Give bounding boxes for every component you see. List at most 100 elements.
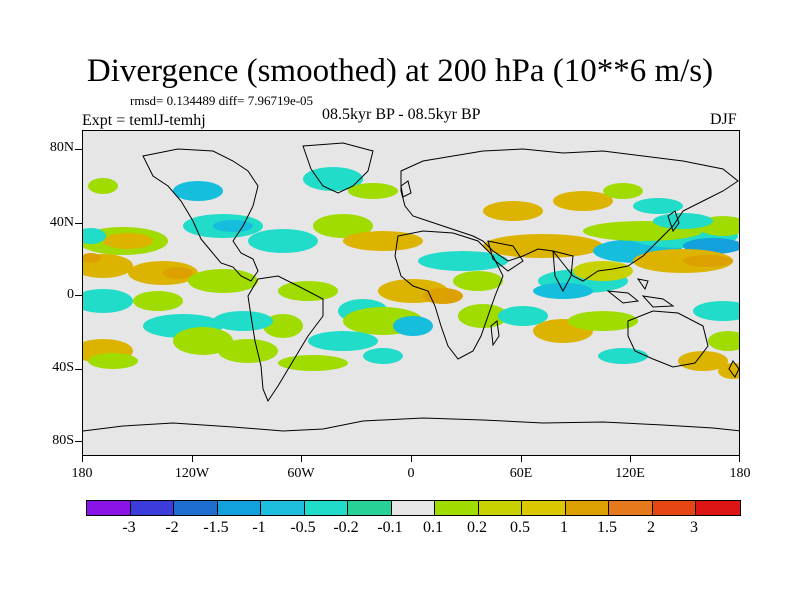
map-panel — [82, 130, 740, 456]
legend-label: -0.1 — [377, 519, 403, 536]
legend-label: 0.1 — [423, 519, 443, 536]
divergence-blob — [653, 213, 713, 229]
divergence-field — [83, 167, 739, 379]
x-tick — [192, 456, 193, 462]
y-tick — [75, 149, 82, 150]
divergence-blob — [418, 251, 508, 271]
x-tick — [411, 456, 412, 462]
legend-swatch — [261, 501, 305, 515]
legend-swatch — [522, 501, 566, 515]
divergence-blob — [308, 331, 378, 351]
legend-label: -0.2 — [333, 519, 359, 536]
divergence-blob — [348, 183, 398, 199]
x-label-180e: 180 — [729, 466, 751, 481]
y-tick — [75, 369, 82, 370]
legend-swatch — [565, 501, 609, 515]
y-tick — [75, 295, 82, 296]
color-legend-bar — [86, 500, 741, 516]
x-tick — [739, 456, 740, 462]
divergence-blob — [313, 214, 373, 238]
divergence-blob — [188, 269, 258, 293]
legend-swatch — [217, 501, 261, 515]
legend-swatch — [174, 501, 218, 515]
divergence-blob — [363, 348, 403, 364]
divergence-blob — [683, 255, 733, 267]
legend-swatch — [435, 501, 479, 515]
divergence-blob — [133, 291, 183, 311]
divergence-blob — [213, 220, 253, 232]
legend-label: 2 — [647, 519, 655, 536]
divergence-blob — [633, 198, 683, 214]
x-tick — [521, 456, 522, 462]
divergence-blob — [573, 261, 633, 281]
y-label-80s: 80S — [52, 433, 74, 448]
legend-label: 1 — [560, 519, 568, 536]
x-label-0: 0 — [407, 466, 415, 481]
divergence-blob — [248, 229, 318, 253]
divergence-blob — [568, 311, 638, 331]
divergence-blob — [88, 178, 118, 194]
y-tick — [75, 441, 82, 442]
y-label-80n: 80N — [49, 140, 74, 155]
legend-swatch — [391, 501, 435, 515]
x-label-60w: 60W — [287, 466, 315, 481]
divergence-blob — [553, 191, 613, 211]
divergence-blob — [173, 181, 223, 201]
experiment-label: Expt = temlJ-temhj — [82, 112, 206, 129]
legend-label: -1.5 — [203, 519, 229, 536]
divergence-blob — [708, 331, 739, 351]
divergence-blob — [83, 253, 101, 263]
divergence-blob — [83, 228, 106, 244]
rmsd-diff-stats: rmsd= 0.134489 diff= 7.96719e-05 — [130, 93, 314, 108]
divergence-blob — [213, 311, 273, 331]
divergence-blob — [393, 316, 433, 336]
legend-label: 1.5 — [597, 519, 617, 536]
x-tick — [301, 456, 302, 462]
legend-label: 0.2 — [467, 519, 487, 536]
divergence-blob — [423, 288, 463, 304]
x-label-120e: 120E — [615, 466, 645, 481]
legend-label: -1 — [252, 519, 266, 536]
x-tick — [82, 456, 83, 462]
legend-swatch — [87, 501, 131, 515]
divergence-blob — [453, 271, 503, 291]
divergence-blob — [88, 353, 138, 369]
x-label-120w: 120W — [174, 466, 210, 481]
divergence-blob — [163, 267, 193, 279]
legend-swatch — [609, 501, 653, 515]
legend-label: -0.5 — [290, 519, 316, 536]
divergence-blob — [483, 234, 603, 258]
y-tick — [75, 223, 82, 224]
legend-swatch — [696, 501, 740, 515]
divergence-blob — [483, 201, 543, 221]
divergence-blob — [173, 327, 233, 355]
divergence-blob — [263, 314, 303, 338]
divergence-blob — [678, 351, 728, 371]
x-tick — [630, 456, 631, 462]
y-label-0: 0 — [67, 287, 74, 302]
divergence-blob — [83, 289, 133, 313]
divergence-blob — [498, 306, 548, 326]
x-label-180w: 180 — [71, 466, 93, 481]
divergence-blob — [693, 301, 739, 321]
coastlines — [83, 142, 739, 432]
legend-label: -2 — [165, 519, 179, 536]
plot-title: Divergence (smoothed) at 200 hPa (10**6 … — [86, 53, 714, 89]
y-label-40s: 40S — [52, 360, 74, 375]
season-label: DJF — [710, 111, 737, 128]
legend-label: 0.5 — [510, 519, 530, 536]
divergence-blob — [603, 183, 643, 199]
legend-swatch — [652, 501, 696, 515]
y-label-40n: 40N — [49, 215, 74, 230]
legend-swatch — [348, 501, 392, 515]
legend-swatch — [478, 501, 522, 515]
legend-swatch — [130, 501, 174, 515]
legend-label: -3 — [122, 519, 136, 536]
divergence-blob — [278, 355, 348, 371]
divergence-blob — [218, 339, 278, 363]
map-canvas — [83, 142, 739, 432]
divergence-blob — [103, 233, 153, 249]
legend-label: 3 — [690, 519, 698, 536]
x-label-60e: 60E — [509, 466, 533, 481]
divergence-blob — [343, 231, 423, 251]
